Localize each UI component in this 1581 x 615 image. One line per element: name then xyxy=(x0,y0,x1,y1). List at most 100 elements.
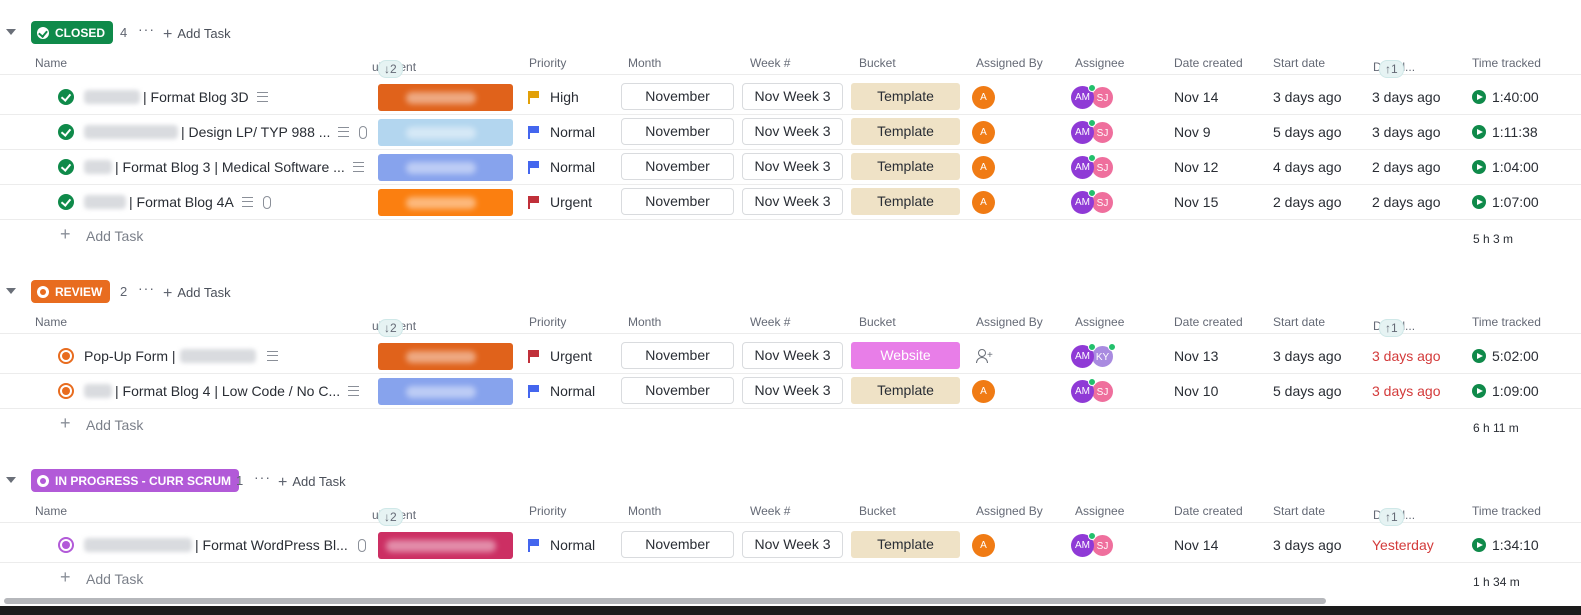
task-name[interactable]: | Format Blog 4 | Low Code / No C... xyxy=(84,383,360,399)
add-task-row[interactable]: + Add Task 1 h 34 m xyxy=(0,563,1581,597)
week-field[interactable]: Nov Week 3 xyxy=(742,153,843,180)
month-field[interactable]: November xyxy=(621,377,734,404)
assignee-avatar[interactable]: AM xyxy=(1071,345,1094,368)
collapse-caret-icon[interactable] xyxy=(6,29,16,35)
bucket-tag[interactable]: Template xyxy=(851,153,960,180)
add-task-header-button[interactable]: + Add Task xyxy=(163,285,231,302)
column-time-tracked[interactable]: Time tracked xyxy=(1472,504,1541,518)
status-badge-review[interactable]: REVIEW xyxy=(31,280,111,303)
bucket-tag[interactable]: Website xyxy=(851,342,960,369)
assignee-avatar[interactable]: AM xyxy=(1071,380,1094,403)
priority-value[interactable]: Urgent xyxy=(550,194,593,210)
time-tracked[interactable]: 1:40:00 xyxy=(1472,89,1539,105)
task-name[interactable]: | Design LP/ TYP 988 ... xyxy=(84,124,368,140)
start-date[interactable]: 5 days ago xyxy=(1273,383,1342,399)
column-date-created[interactable]: Date created xyxy=(1174,504,1243,518)
column-month[interactable]: Month xyxy=(628,315,662,329)
sort-badge[interactable]: ↓2 xyxy=(378,60,403,78)
task-name[interactable]: | Format Blog 3D xyxy=(84,89,268,105)
column-date-created[interactable]: Date created xyxy=(1174,56,1243,70)
start-date[interactable]: 4 days ago xyxy=(1273,159,1342,175)
due-date[interactable]: 3 days ago xyxy=(1372,124,1441,140)
due-date[interactable]: 2 days ago xyxy=(1372,194,1441,210)
assignee-avatar[interactable]: AM xyxy=(1071,534,1094,557)
subclient-cell[interactable] xyxy=(378,189,513,216)
add-task-row[interactable]: + Add Task 5 h 3 m xyxy=(0,220,1581,254)
add-task-button[interactable]: Add Task xyxy=(86,417,144,433)
assigned-by-avatar[interactable]: A xyxy=(972,191,995,214)
subclient-cell[interactable] xyxy=(378,154,513,181)
status-closed-icon[interactable] xyxy=(58,159,74,175)
subclient-cell[interactable] xyxy=(378,532,513,559)
priority-value[interactable]: High xyxy=(550,89,579,105)
status-review-icon[interactable] xyxy=(58,348,74,364)
task-row[interactable]: | Format Blog 4A Urgent November Nov Wee… xyxy=(0,185,1581,220)
status-badge-closed[interactable]: CLOSED xyxy=(31,21,114,44)
time-tracked[interactable]: 1:11:38 xyxy=(1472,124,1538,140)
collapse-caret-icon[interactable] xyxy=(6,477,16,483)
play-timer-icon[interactable] xyxy=(1472,160,1486,174)
month-field[interactable]: November xyxy=(621,531,734,558)
start-date[interactable]: 3 days ago xyxy=(1273,89,1342,105)
subclient-cell[interactable] xyxy=(378,343,513,370)
play-timer-icon[interactable] xyxy=(1472,384,1486,398)
priority-value[interactable]: Normal xyxy=(550,159,596,175)
column-start-date[interactable]: Start date xyxy=(1273,315,1326,329)
column-assigned-by[interactable]: Assigned By xyxy=(976,56,1043,70)
column-priority[interactable]: Priority xyxy=(529,504,567,518)
column-bucket[interactable]: Bucket xyxy=(859,504,896,518)
time-tracked[interactable]: 1:04:00 xyxy=(1472,159,1539,175)
column-name[interactable]: Name xyxy=(35,56,68,70)
date-created[interactable]: Nov 10 xyxy=(1174,383,1219,399)
task-row[interactable]: | Format WordPress Bl... Normal November… xyxy=(0,528,1581,563)
column-bucket[interactable]: Bucket xyxy=(859,56,896,70)
sort-badge[interactable]: ↓2 xyxy=(378,508,403,526)
time-tracked[interactable]: 5:02:00 xyxy=(1472,348,1539,364)
week-field[interactable]: Nov Week 3 xyxy=(742,118,843,145)
more-options-icon[interactable]: ··· xyxy=(254,469,271,485)
subclient-cell[interactable] xyxy=(378,84,513,111)
assigned-by-avatar[interactable]: A xyxy=(972,156,995,179)
date-created[interactable]: Nov 15 xyxy=(1174,194,1219,210)
due-date-overdue[interactable]: 3 days ago xyxy=(1372,383,1441,399)
play-timer-icon[interactable] xyxy=(1472,349,1486,363)
due-date[interactable]: 2 days ago xyxy=(1372,159,1441,175)
week-field[interactable]: Nov Week 3 xyxy=(742,342,843,369)
month-field[interactable]: November xyxy=(621,83,734,110)
add-task-button[interactable]: Add Task xyxy=(86,228,144,244)
due-date-overdue[interactable]: 3 days ago xyxy=(1372,348,1441,364)
task-name[interactable]: | Format WordPress Bl... xyxy=(84,537,366,553)
add-task-row[interactable]: + Add Task 6 h 11 m xyxy=(0,409,1581,443)
column-start-date[interactable]: Start date xyxy=(1273,56,1326,70)
task-row[interactable]: | Format Blog 3 | Medical Software ... N… xyxy=(0,150,1581,185)
assignee-avatar[interactable]: AM xyxy=(1071,156,1094,179)
column-assignee[interactable]: Assignee xyxy=(1075,504,1125,518)
task-row[interactable]: | Format Blog 3D High November Nov Week … xyxy=(0,80,1581,115)
assignee-avatar[interactable]: AM xyxy=(1071,121,1094,144)
column-start-date[interactable]: Start date xyxy=(1273,504,1326,518)
task-name[interactable]: | Format Blog 4A xyxy=(84,194,271,210)
priority-value[interactable]: Normal xyxy=(550,537,596,553)
add-task-button[interactable]: Add Task xyxy=(86,571,144,587)
date-created[interactable]: Nov 14 xyxy=(1174,89,1219,105)
sort-badge[interactable]: ↑1 xyxy=(1379,319,1404,337)
priority-value[interactable]: Urgent xyxy=(550,348,593,364)
bucket-tag[interactable]: Template xyxy=(851,118,960,145)
status-closed-icon[interactable] xyxy=(58,124,74,140)
assigned-by-avatar[interactable]: A xyxy=(972,380,995,403)
add-assigner-icon[interactable]: + xyxy=(976,349,993,363)
bucket-tag[interactable]: Template xyxy=(851,377,960,404)
add-task-header-button[interactable]: + Add Task xyxy=(278,474,346,491)
play-timer-icon[interactable] xyxy=(1472,125,1486,139)
column-time-tracked[interactable]: Time tracked xyxy=(1472,56,1541,70)
collapse-caret-icon[interactable] xyxy=(6,288,16,294)
assignee-avatar[interactable]: SJ xyxy=(1091,86,1114,109)
status-badge-in-progress[interactable]: IN PROGRESS - CURR SCRUM xyxy=(31,469,240,492)
column-week[interactable]: Week # xyxy=(750,504,791,518)
assigned-by-avatar[interactable]: A xyxy=(972,121,995,144)
week-field[interactable]: Nov Week 3 xyxy=(742,531,843,558)
bucket-tag[interactable]: Template xyxy=(851,531,960,558)
due-date[interactable]: 3 days ago xyxy=(1372,89,1441,105)
priority-value[interactable]: Normal xyxy=(550,124,596,140)
task-row[interactable]: | Design LP/ TYP 988 ... Normal November… xyxy=(0,115,1581,150)
